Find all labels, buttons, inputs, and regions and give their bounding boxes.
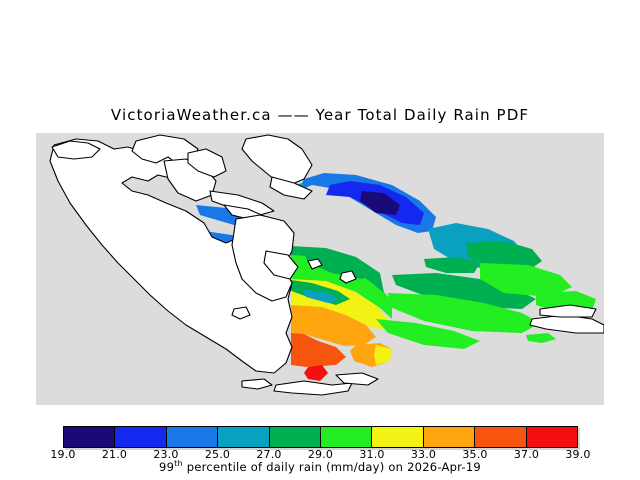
colorbar-segment-35.0-37.0 — [475, 427, 527, 447]
coastline-layer — [49, 134, 604, 396]
landmass-south-shore-2 — [335, 372, 379, 386]
landmass-east-tail — [529, 314, 604, 334]
weather-map — [49, 134, 604, 396]
colorbar-segment-19.0-21.0 — [64, 427, 116, 447]
colorbar-tick-labels: 19.0 21.0 23.0 25.0 27.0 29.0 31.0 33.0 35.0 37.0… — [50, 448, 590, 462]
landmass-islet-1 — [231, 306, 251, 320]
map-panel — [36, 133, 604, 405]
colorbar-segment-37.0-39.0 — [526, 427, 578, 447]
colorbar-segment-27.0-29.0 — [269, 427, 322, 447]
region-east-darkgreen-north — [424, 257, 480, 273]
landmass-south-shore-3 — [241, 378, 273, 390]
landmass-central-island — [231, 214, 295, 302]
colorbar-segment-29.0-31.0 — [321, 427, 373, 447]
region-island-yellow-edge — [374, 345, 392, 365]
colorbar-tick-31.0: 31.0 — [359, 448, 385, 461]
region-east-brightgreen-main — [388, 293, 540, 333]
region-midchannel-green-1 — [304, 253, 376, 279]
region-east-darkgreen-main — [392, 273, 536, 309]
landmass-central-spur — [263, 250, 299, 280]
landmass-east-tail-2 — [539, 304, 597, 318]
colorbar-tick-27.0: 27.0 — [256, 448, 282, 461]
colorbar-tick-37.0: 37.0 — [513, 448, 540, 461]
colorbar-segment-25.0-27.0 — [218, 427, 270, 447]
landmass-islet-3 — [307, 258, 323, 270]
landmass-northeast-peninsula — [241, 134, 313, 186]
region-southwest-deep-orange — [291, 329, 346, 367]
colorbar-segment-33.0-35.0 — [423, 427, 476, 447]
colorbar-tick-39.0: 39.0 — [565, 448, 591, 461]
colorbar-tick-23.0: 23.0 — [153, 448, 179, 461]
region-southwest-green — [291, 251, 392, 319]
colorbar — [63, 426, 578, 448]
region-midchannel-cyan — [302, 289, 340, 303]
region-east-brightgreen-south — [376, 319, 480, 349]
colorbar-segments — [63, 426, 578, 448]
colorbar-caption: 99th percentile of daily rain (mm/day) o… — [159, 459, 481, 474]
colorbar-segment-23.0-25.0 — [166, 427, 219, 447]
landmass-midchannel-sliver-1 — [209, 190, 275, 216]
colorbar-tick-21.0: 21.0 — [101, 448, 128, 461]
region-navy-core — [360, 191, 400, 215]
region-east-brightgreen-blob — [480, 263, 572, 297]
region-southwest-orange — [291, 301, 376, 346]
landmass-northeast-tail — [269, 176, 313, 200]
colorbar-tick-19.0: 19.0 — [50, 448, 76, 461]
landmass-islet-2 — [339, 270, 357, 284]
data-field-layer — [196, 173, 596, 381]
caption-superscript: th — [174, 459, 183, 468]
page-title: VictoriaWeather.ca —— Year Total Daily R… — [110, 106, 530, 124]
landmass-northwest-spit — [51, 140, 101, 160]
landmass-south-shore-1 — [273, 380, 353, 396]
region-island-red-spot — [304, 365, 328, 381]
colorbar-tick-25.0: 25.0 — [204, 448, 231, 461]
region-far-east-sliver — [526, 333, 556, 343]
colorbar-tick-35.0: 35.0 — [462, 448, 488, 461]
colorbar-segment-21.0-23.0 — [115, 427, 167, 447]
colorbar-segment-31.0-33.0 — [372, 427, 424, 447]
colorbar-tick-29.0: 29.0 — [307, 448, 334, 461]
colorbar-tick-33.0: 33.0 — [410, 448, 437, 461]
landmass-north-island-c — [187, 148, 227, 178]
